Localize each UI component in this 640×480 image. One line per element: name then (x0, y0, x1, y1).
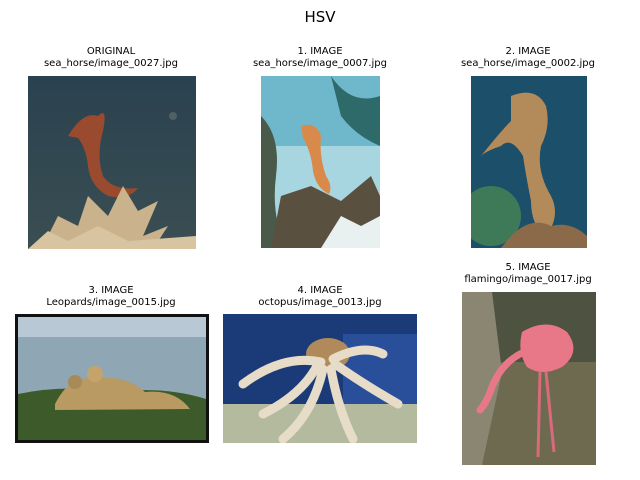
panel-caption-3: 3. IMAGE Leopards/image_0015.jpg (1, 285, 221, 309)
seahorse-reef-image (261, 76, 380, 248)
seahorse-closeup-image (471, 76, 587, 248)
panel-caption-line2: flamingo/image_0017.jpg (464, 274, 592, 285)
panel-caption-line2: Leopards/image_0015.jpg (46, 297, 176, 308)
panel-caption-line1: 5. IMAGE (505, 262, 551, 273)
panel-caption-2: 2. IMAGE sea_horse/image_0002.jpg (418, 46, 638, 70)
panel-caption-line1: 2. IMAGE (505, 46, 551, 57)
flamingo-image (462, 292, 596, 465)
panel-caption-line1: 4. IMAGE (297, 285, 343, 296)
panel-caption-line2: sea_horse/image_0007.jpg (252, 58, 388, 69)
panel-caption-line2: octopus/image_0013.jpg (258, 297, 382, 308)
panel-caption-line2: sea_horse/image_0027.jpg (43, 58, 179, 69)
figure-title: HSV (304, 8, 336, 26)
panel-caption-original: ORIGINAL sea_horse/image_0027.jpg (1, 46, 221, 70)
panel-caption-line1: 3. IMAGE (88, 285, 134, 296)
panel-caption-line1: ORIGINAL (86, 46, 136, 57)
octopus-image (223, 314, 417, 443)
panel-caption-1: 1. IMAGE sea_horse/image_0007.jpg (210, 46, 430, 70)
panel-caption-4: 4. IMAGE octopus/image_0013.jpg (210, 285, 430, 309)
panel-caption-line1: 1. IMAGE (297, 46, 343, 57)
panel-caption-5: 5. IMAGE flamingo/image_0017.jpg (418, 262, 638, 286)
cheetahs-image (15, 314, 209, 443)
original-seahorse-image (28, 76, 196, 249)
panel-caption-line2: sea_horse/image_0002.jpg (460, 58, 596, 69)
